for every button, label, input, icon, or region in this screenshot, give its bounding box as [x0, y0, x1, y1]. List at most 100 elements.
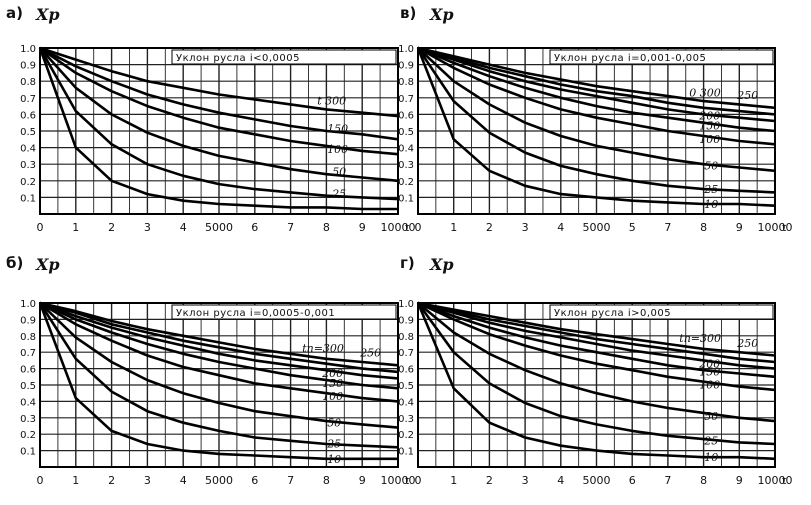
y-tick-label: 0.7	[20, 348, 36, 359]
x-tick-label: 7	[287, 474, 294, 487]
y-tick-label: 0.9	[20, 61, 36, 72]
y-tick-label: 1.0	[20, 44, 36, 55]
series-label: 100	[322, 390, 343, 403]
panel-label: в)	[400, 4, 416, 22]
chart-panel-4: г) Xр Уклон русла i>0,005 0.1 0.2 0.3 0.4 0.5 0.…	[398, 254, 792, 487]
x-tick-label: 5000	[583, 221, 611, 234]
x-tick-label: 3	[522, 474, 529, 487]
x-tick-label: 10000	[758, 474, 793, 487]
x-axis-unit: t	[782, 221, 787, 234]
y-tick-label: 0.1	[20, 193, 36, 204]
series-label: 0 300	[689, 86, 721, 99]
x-tick-label: 8	[700, 221, 707, 234]
x-tick-label: 7	[664, 221, 671, 234]
x-tick-label: 4	[557, 474, 564, 487]
series-line-50	[39, 47, 399, 183]
x-tick-label: 9	[736, 221, 743, 234]
series-line-250	[39, 301, 399, 374]
series-label: 25	[703, 183, 718, 196]
x-tick-label: 9	[359, 474, 366, 487]
panel-label: а)	[6, 4, 23, 22]
series-line-25	[38, 302, 399, 449]
series-line-10	[416, 302, 776, 461]
x-tick-label: 6	[251, 474, 258, 487]
x-tick-label: 1	[72, 474, 79, 487]
series-line-100	[39, 46, 399, 156]
y-tick-label: 0.6	[398, 365, 414, 376]
x-tick-label: 2	[108, 474, 115, 487]
x-tick-label: 3	[522, 221, 529, 234]
x-tick-label: 10000	[381, 474, 416, 487]
x-axis-unit: t	[782, 474, 787, 487]
x-tick-label: 0	[415, 221, 422, 234]
chart-panel-1: а) Xр Уклон русла i<0,0005 0.1 0.2 0.3 0.4 0.5 0…	[6, 4, 416, 234]
x-tick-label: 4	[180, 221, 187, 234]
y-tick-label: 0.6	[398, 110, 414, 121]
chart-title: Уклон русла i<0,0005	[176, 53, 300, 64]
x-tick-label: 9	[736, 474, 743, 487]
series-label: 150	[327, 122, 348, 135]
series-line-300	[417, 46, 776, 110]
x-tick-label: 5000	[205, 474, 233, 487]
y-tick-label: 0.2	[20, 177, 36, 188]
series-line-200	[417, 301, 776, 370]
series-label: 200	[321, 367, 343, 380]
series-label: 50	[704, 410, 718, 423]
panel-label: г)	[400, 254, 415, 272]
y-tick-label: 0.5	[20, 127, 36, 138]
y-tick-label: 1.0	[398, 44, 414, 55]
chart-title: Уклон русла i=0,001-0,005	[554, 53, 706, 64]
x-tick-label: 2	[108, 221, 115, 234]
plot-frame	[417, 302, 776, 468]
series-line-300	[39, 301, 399, 367]
x-tick-label: 0	[37, 221, 44, 234]
series-line-50	[39, 302, 399, 429]
y-tick-label: 0.4	[398, 397, 414, 408]
x-tick-label: 8	[323, 221, 330, 234]
y-tick-label: 0.9	[20, 315, 36, 326]
x-tick-label: 0	[415, 474, 422, 487]
y-tick-label: 0.5	[398, 381, 414, 392]
series-line-250	[417, 46, 776, 116]
chart-panel-3: б) Xр Уклон русла i=0,0005-0,001 0.1 0.2 0.3 0…	[6, 254, 416, 487]
series-line-10	[38, 47, 398, 211]
series-label: 50	[704, 160, 718, 173]
title-box	[549, 304, 774, 320]
series-label: 10	[704, 451, 718, 464]
x-tick-label: 5	[629, 221, 636, 234]
series-label: 250	[736, 337, 758, 350]
x-tick-label: 4	[557, 221, 564, 234]
series-label: 25	[331, 187, 346, 200]
series-label: 200	[698, 110, 720, 123]
x-axis-unit: t	[405, 474, 410, 487]
y-tick-label: 0.6	[20, 110, 36, 121]
y-symbol: Xр	[35, 5, 60, 24]
x-tick-label: 3	[144, 221, 151, 234]
series-line-150	[39, 46, 399, 141]
series-label: tn=300	[679, 332, 721, 345]
y-tick-label: 0.8	[398, 77, 414, 88]
x-tick-label: 1	[450, 221, 457, 234]
series-label: 10	[327, 453, 341, 466]
y-tick-label: 0.5	[20, 381, 36, 392]
series-label: 25	[703, 434, 718, 447]
y-tick-label: 0.8	[398, 332, 414, 343]
y-tick-label: 0.3	[20, 414, 36, 425]
series-line-300	[417, 301, 776, 357]
x-tick-label: 7	[664, 474, 671, 487]
x-tick-label: 10000	[758, 221, 793, 234]
y-symbol: Xр	[35, 255, 60, 274]
x-tick-label: 1	[72, 221, 79, 234]
y-tick-label: 0.7	[398, 348, 414, 359]
y-tick-label: 0.2	[398, 430, 414, 441]
plot-frame	[39, 47, 399, 215]
title-box	[171, 49, 397, 65]
chart-title: Уклон русла i=0,0005-0,001	[176, 308, 335, 319]
series-line-250	[417, 301, 776, 364]
series-label: 100	[699, 379, 720, 392]
series-line-10	[38, 302, 398, 461]
y-tick-label: 0.1	[398, 447, 414, 458]
series-label: 50	[327, 416, 341, 429]
